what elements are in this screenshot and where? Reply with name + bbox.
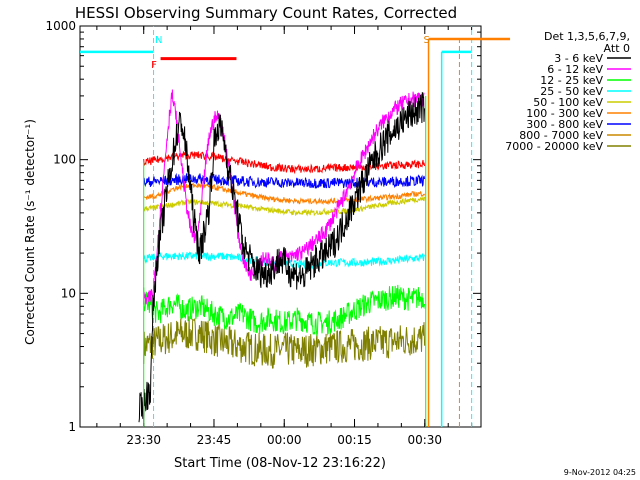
y-axis: 1 10 100 1000	[45, 19, 481, 434]
legend-label: 7000 - 20000 keV	[505, 140, 603, 153]
footer-date: 9-Nov-2012 04:25	[564, 468, 636, 477]
series-line	[143, 172, 426, 189]
flag-labels: N F S	[151, 35, 430, 71]
legend-label: 3 - 6 keV	[554, 52, 603, 65]
flag-N: N	[155, 35, 162, 46]
overlay-bars	[80, 26, 511, 427]
x-tick-label: 23:45	[197, 433, 232, 447]
series-line	[143, 89, 425, 305]
x-tick-label: 00:00	[267, 433, 302, 447]
legend-label: 800 - 7000 keV	[519, 129, 603, 142]
series-line	[143, 196, 426, 217]
legend-label: 6 - 12 keV	[547, 63, 603, 76]
x-axis-label: Start Time (08-Nov-12 23:16:22)	[174, 456, 386, 471]
y-axis-label: Corrected Count Rate (s⁻¹ detector⁻¹)	[23, 119, 37, 345]
x-tick-label: 23:30	[126, 433, 161, 447]
y-tick-label: 1	[68, 420, 76, 434]
plot-area: 23:30 23:45 00:00 00:15 00:30 1 10 100 1000 N F S	[45, 19, 511, 447]
legend-label: 50 - 100 keV	[533, 96, 603, 109]
x-tick-label: 00:15	[337, 433, 372, 447]
legend-label: 25 - 50 keV	[540, 85, 603, 98]
legend-label: 300 - 800 keV	[526, 118, 603, 131]
legend-header-line1: Det 1,3,5,6,7,9,	[544, 30, 630, 43]
series-line	[138, 92, 425, 423]
legend-label: 100 - 300 keV	[526, 107, 603, 120]
flag-F: F	[151, 60, 157, 71]
legend-label: 12 - 25 keV	[540, 74, 603, 87]
y-tick-label: 10	[61, 286, 76, 300]
series-layer	[138, 89, 427, 427]
plot-frame	[79, 25, 482, 428]
series-line	[143, 316, 426, 369]
y-tick-label: 100	[53, 153, 76, 167]
chart-title: HESSI Observing Summary Count Rates, Cor…	[75, 4, 457, 22]
x-tick-label: 00:30	[407, 433, 442, 447]
y-tick-label: 1000	[45, 19, 76, 33]
series-line	[143, 284, 426, 337]
legend-header-line2: Att 0	[604, 42, 630, 55]
flag-S: S	[423, 35, 429, 46]
